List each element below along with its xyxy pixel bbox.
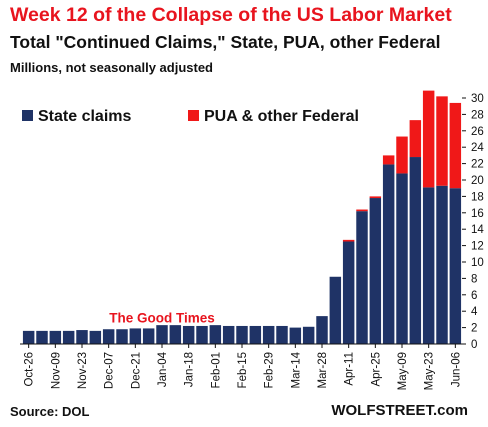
y-tick-label: 20 <box>471 175 484 187</box>
y-tick-label: 2 <box>471 323 477 335</box>
legend-label: State claims <box>38 108 131 125</box>
x-tick-label: Oct-26 <box>24 352 36 387</box>
state-bar-Jan-18 <box>182 325 195 344</box>
x-tick-label: Feb-01 <box>210 352 222 388</box>
federal-bar-May-09 <box>396 136 408 174</box>
x-tick-label: Feb-15 <box>237 352 249 388</box>
y-tick-label: 4 <box>471 306 478 318</box>
state-bar-Jan-04 <box>156 325 168 344</box>
x-tick-label: Mar-14 <box>290 351 302 388</box>
x-tick-label: Apr-11 <box>344 352 356 386</box>
legend: State claims PUA & other Federal <box>22 108 359 125</box>
state-bar-Feb-29 <box>262 325 275 344</box>
x-tick-label: Jun-06 <box>450 352 462 387</box>
state-bar-May-23 <box>422 187 435 344</box>
state-bar-May-02 <box>382 164 395 344</box>
federal-bar-Jun-06 <box>449 102 462 189</box>
state-bar-Nov-16 <box>62 330 75 344</box>
state-bar-Dec-21 <box>129 328 142 344</box>
state-bar-Mar-21 <box>302 326 315 344</box>
y-tick-label: 0 <box>471 339 477 351</box>
x-tick-label: Nov-09 <box>50 352 62 389</box>
state-bar-Apr-25 <box>369 198 382 344</box>
bars-layer <box>22 90 462 344</box>
state-bar-Feb-01 <box>209 325 222 344</box>
state-bar-Nov-02 <box>36 330 48 344</box>
x-tick-label: Feb-29 <box>264 352 276 388</box>
state-bar-Jan-11 <box>169 325 182 344</box>
state-bar-Jun-06 <box>449 188 462 344</box>
x-tick-label: Dec-07 <box>104 352 116 389</box>
y-tick-label: 8 <box>471 273 477 285</box>
x-tick-label: Jan-18 <box>184 352 196 387</box>
annotation-label: The Good Times <box>109 311 215 326</box>
y-tick-label: 18 <box>471 191 484 203</box>
y-tick-label: 30 <box>471 93 484 105</box>
state-bar-May-09 <box>396 173 408 344</box>
state-bar-Nov-23 <box>76 330 88 344</box>
x-tick-label: Mar-28 <box>317 352 329 388</box>
chart-units: Millions, not seasonally adjusted <box>10 60 213 75</box>
state-bar-Mar-28 <box>316 316 328 344</box>
x-tick-label: Nov-23 <box>77 352 89 389</box>
y-tick-label: 10 <box>471 257 484 269</box>
state-bar-Mar-07 <box>276 325 288 344</box>
chart-headline: Week 12 of the Collapse of the US Labor … <box>10 4 452 26</box>
y-tick-label: 22 <box>471 159 484 171</box>
y-tick-label: 24 <box>471 142 484 154</box>
state-bar-Jan-25 <box>196 325 208 344</box>
state-bar-Nov-09 <box>49 330 62 344</box>
x-tick-label: Apr-25 <box>370 352 382 387</box>
x-tick-label: May-23 <box>424 352 436 390</box>
state-bar-May-30 <box>436 185 448 344</box>
y-tick-label: 16 <box>471 208 484 220</box>
state-bar-Feb-08 <box>222 325 235 344</box>
state-bar-Feb-15 <box>236 325 248 344</box>
y-tick-label: 14 <box>471 224 484 236</box>
state-bar-Dec-07 <box>102 329 115 344</box>
federal-bar-Apr-11 <box>342 239 355 242</box>
x-tick-label: May-09 <box>397 352 409 390</box>
source-note: Source: DOL <box>10 404 90 419</box>
state-bar-Dec-28 <box>142 328 155 344</box>
state-bar-Apr-04 <box>329 276 342 344</box>
state-bar-Oct-26 <box>22 330 35 344</box>
state-bar-Nov-30 <box>89 330 102 344</box>
legend-swatch <box>188 110 199 121</box>
annotations: The Good Times <box>109 311 215 326</box>
legend-swatch <box>22 110 33 121</box>
y-tick-label: 12 <box>471 241 484 253</box>
federal-bar-Apr-25 <box>369 196 382 199</box>
chart-title: Total "Continued Claims," State, PUA, ot… <box>10 32 441 52</box>
federal-bar-May-23 <box>422 90 435 188</box>
federal-bar-Apr-18 <box>356 209 368 212</box>
x-tick-label: Dec-21 <box>130 352 142 389</box>
y-tick-label: 26 <box>471 126 484 138</box>
federal-bar-May-30 <box>436 96 448 186</box>
legend-label: PUA & other Federal <box>204 108 359 125</box>
y-tick-label: 28 <box>471 109 484 121</box>
state-bar-Feb-22 <box>249 325 262 344</box>
x-axis: Oct-26 Nov-09 Nov-23 Dec-07 Dec-21 Jan-04 Jan-… <box>20 343 462 390</box>
state-bar-Apr-18 <box>356 211 368 344</box>
state-bar-Dec-14 <box>116 329 128 344</box>
state-bar-Apr-11 <box>342 241 355 344</box>
state-bar-Mar-14 <box>289 327 302 344</box>
federal-bar-May-02 <box>382 155 395 165</box>
y-tick-label: 6 <box>471 290 477 302</box>
federal-bar-May-16 <box>409 120 422 158</box>
x-tick-label: Jan-04 <box>157 351 169 387</box>
brand-logo: WOLFSTREET.com <box>331 402 468 419</box>
state-bar-May-16 <box>409 157 422 344</box>
